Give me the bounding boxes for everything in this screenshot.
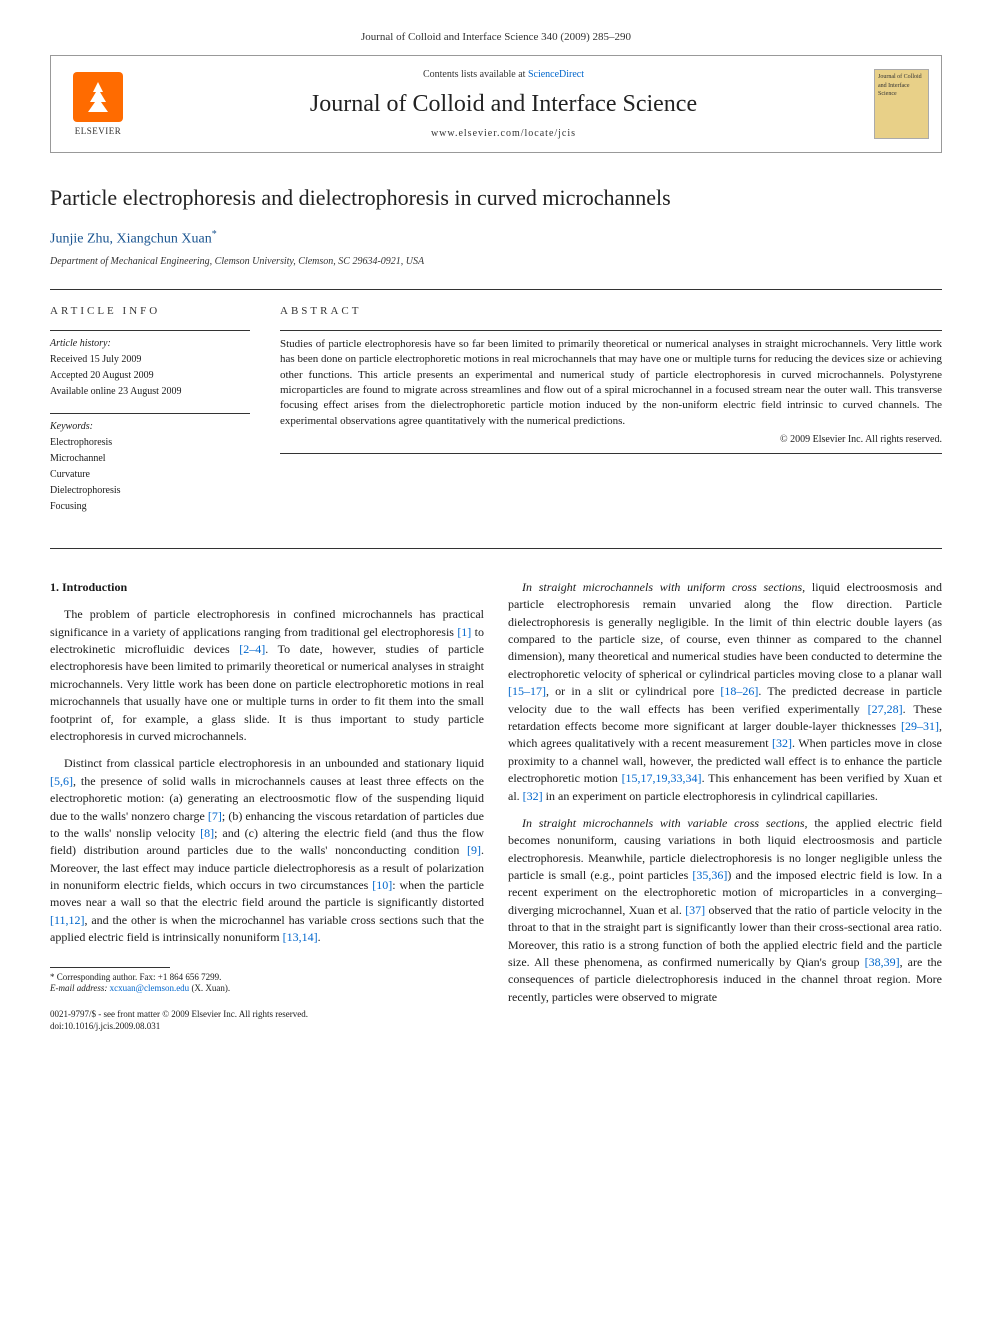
abstract-heading: ABSTRACT <box>280 304 942 319</box>
history-label: Article history: <box>50 337 250 351</box>
email-suffix: (X. Xuan). <box>191 983 230 993</box>
para-body: the applied electric field becomes nonun… <box>508 816 942 1004</box>
right-column: In straight microchannels with uniform c… <box>508 579 942 1033</box>
info-heading: ARTICLE INFO <box>50 304 250 319</box>
paragraph: In straight microchannels with variable … <box>508 815 942 1006</box>
online-date: Available online 23 August 2009 <box>50 385 250 399</box>
divider <box>50 548 942 549</box>
sciencedirect-link[interactable]: ScienceDirect <box>528 69 584 80</box>
received-date: Received 15 July 2009 <box>50 353 250 367</box>
history-block: Article history: Received 15 July 2009 A… <box>50 337 250 399</box>
body-columns: 1. Introduction The problem of particle … <box>50 579 942 1033</box>
paragraph: The problem of particle electrophoresis … <box>50 606 484 745</box>
doi-line: doi:10.1016/j.jcis.2009.08.031 <box>50 1021 484 1033</box>
left-column: 1. Introduction The problem of particle … <box>50 579 484 1033</box>
abstract-column: ABSTRACT Studies of particle electrophor… <box>280 304 942 527</box>
accepted-date: Accepted 20 August 2009 <box>50 369 250 383</box>
corresponding-marker: * <box>212 229 217 240</box>
journal-cover-thumbnail: Journal of Colloid and Interface Science <box>874 69 929 139</box>
keyword: Dielectrophoresis <box>50 484 250 498</box>
journal-url[interactable]: www.elsevier.com/locate/jcis <box>133 127 874 141</box>
info-divider <box>50 330 250 331</box>
para-body: liquid electroosmosis and particle elect… <box>508 580 942 803</box>
header-center: Contents lists available at ScienceDirec… <box>133 68 874 142</box>
article-title: Particle electrophoresis and dielectroph… <box>50 183 942 214</box>
issn-line: 0021-9797/$ - see front matter © 2009 El… <box>50 1009 484 1021</box>
email-label: E-mail address: <box>50 983 107 993</box>
corresponding-footnote: * Corresponding author. Fax: +1 864 656 … <box>50 972 484 984</box>
authors: Junjie Zhu, Xiangchun Xuan* <box>50 228 942 249</box>
keyword: Curvature <box>50 468 250 482</box>
keyword: Focusing <box>50 500 250 514</box>
para-lead: In straight microchannels with uniform c… <box>522 580 805 594</box>
publisher-logo: ELSEVIER <box>63 64 133 144</box>
journal-title: Journal of Colloid and Interface Science <box>133 88 874 122</box>
paragraph: In straight microchannels with uniform c… <box>508 579 942 805</box>
email-link[interactable]: xcxuan@clemson.edu <box>110 983 190 993</box>
publisher-name: ELSEVIER <box>75 125 122 138</box>
elsevier-tree-icon <box>73 72 123 122</box>
info-divider <box>50 413 250 414</box>
paragraph: Distinct from classical particle electro… <box>50 755 484 946</box>
keyword: Microchannel <box>50 452 250 466</box>
article-info: ARTICLE INFO Article history: Received 1… <box>50 304 250 527</box>
divider <box>50 289 942 290</box>
abstract-text: Studies of particle electrophoresis have… <box>280 337 942 429</box>
affiliation: Department of Mechanical Engineering, Cl… <box>50 255 942 269</box>
contents-available: Contents lists available at ScienceDirec… <box>133 68 874 82</box>
email-footnote: E-mail address: xcxuan@clemson.edu (X. X… <box>50 983 484 995</box>
info-abstract-row: ARTICLE INFO Article history: Received 1… <box>50 304 942 527</box>
para-lead: In straight microchannels with variable … <box>522 816 808 830</box>
abstract-divider-bottom <box>280 453 942 454</box>
keywords-label: Keywords: <box>50 420 250 434</box>
footnote-divider <box>50 967 170 968</box>
keyword: Electrophoresis <box>50 436 250 450</box>
citation-line: Journal of Colloid and Interface Science… <box>50 30 942 45</box>
section-heading: 1. Introduction <box>50 579 484 596</box>
contents-prefix: Contents lists available at <box>423 69 528 80</box>
author-names: Junjie Zhu, Xiangchun Xuan <box>50 232 212 247</box>
keywords-block: Keywords: Electrophoresis Microchannel C… <box>50 420 250 514</box>
abstract-copyright: © 2009 Elsevier Inc. All rights reserved… <box>280 433 942 447</box>
journal-header: ELSEVIER Contents lists available at Sci… <box>50 55 942 153</box>
abstract-divider <box>280 330 942 331</box>
